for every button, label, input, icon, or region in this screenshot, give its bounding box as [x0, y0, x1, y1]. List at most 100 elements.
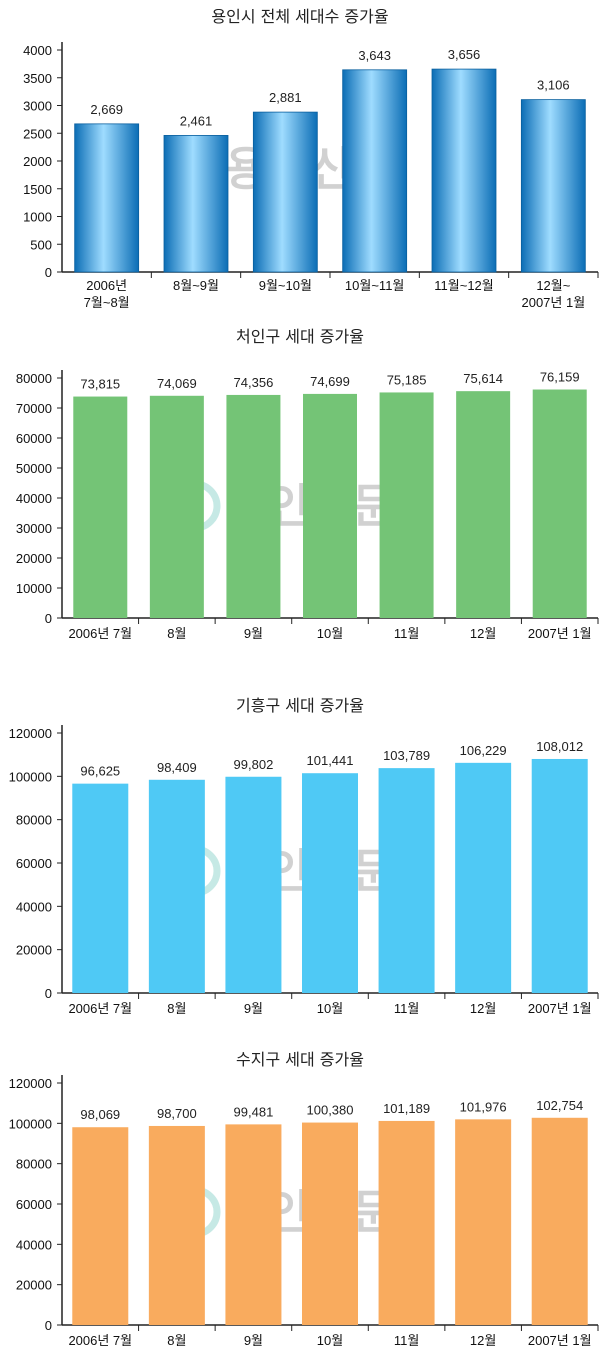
y-tick-label: 0	[45, 611, 52, 626]
bar	[163, 135, 229, 273]
y-tick-label: 2000	[23, 154, 52, 169]
chart-title: 기흥구 세대 증가율	[236, 696, 364, 715]
bar	[342, 69, 408, 273]
bar	[225, 776, 282, 993]
bar	[72, 1127, 129, 1325]
y-tick-label: 80000	[16, 1157, 52, 1172]
y-tick-label: 3000	[23, 99, 52, 114]
bar	[302, 773, 358, 993]
y-tick-label: 1500	[23, 182, 52, 197]
watermark-logo: 용인신문	[169, 844, 394, 898]
x-category-label: 8월	[167, 626, 186, 641]
data-label: 108,012	[536, 739, 583, 754]
y-tick-label: 120000	[9, 726, 52, 741]
data-label: 74,356	[234, 375, 274, 390]
y-tick-label: 3500	[23, 71, 52, 86]
bar	[252, 111, 318, 273]
y-tick-label: 4000	[23, 43, 52, 58]
data-label: 74,699	[310, 374, 350, 389]
bar	[72, 783, 129, 993]
y-tick-label: 20000	[16, 943, 52, 958]
x-category-label: 12월	[470, 626, 496, 641]
y-tick-label: 0	[45, 986, 52, 1001]
bar	[532, 389, 587, 618]
y-tick-label: 40000	[16, 491, 52, 506]
bar-chart-1: 용인시 전체 세대수 증가율용인신문0500100015002000250030…	[23, 7, 599, 310]
y-tick-label: 100000	[9, 769, 52, 784]
bar	[378, 768, 435, 993]
x-category-label: 9월	[244, 1001, 263, 1016]
y-tick-label: 100000	[9, 1116, 52, 1131]
data-label: 98,409	[157, 760, 197, 775]
x-category-label: 10월~11월	[345, 278, 404, 293]
data-label: 2,461	[180, 113, 213, 128]
data-label: 75,614	[463, 371, 503, 386]
bar-chart-2: 처인구 세대 증가율용인신문 0 10000 20000 30000 40000 50000…	[16, 327, 599, 641]
bar	[520, 99, 586, 273]
data-label: 96,625	[80, 764, 120, 779]
x-category-label: 2006년 7월~8월	[84, 278, 130, 310]
x-category-label: 11월~12월	[434, 278, 493, 293]
x-category-label: 8월~9월	[173, 278, 219, 293]
bar	[226, 394, 281, 618]
y-tick-label: 0	[45, 265, 52, 280]
x-category-label: 12월~ 2007년 1월	[521, 278, 585, 310]
bar	[378, 1120, 435, 1325]
y-tick-label: 40000	[16, 1237, 52, 1252]
y-tick-label: 80000	[16, 813, 52, 828]
y-tick-label: 120000	[9, 1076, 52, 1091]
bar	[148, 1125, 205, 1325]
y-tick-label: 70000	[16, 401, 52, 416]
bar	[531, 758, 588, 993]
y-tick-label: 20000	[16, 1278, 52, 1293]
chart-title: 처인구 세대 증가율	[236, 327, 364, 346]
y-tick-label: 60000	[16, 431, 52, 446]
watermark-logo: 용인신문	[169, 479, 394, 533]
x-category-label: 9월	[244, 1333, 263, 1348]
x-category-label: 10월	[317, 1001, 343, 1016]
x-category-label: 2006년 7월	[68, 626, 132, 641]
y-tick-label: 500	[30, 237, 52, 252]
data-label: 101,441	[307, 753, 354, 768]
bar	[148, 779, 205, 993]
x-category-label: 11월	[394, 1333, 419, 1348]
data-label: 100,380	[307, 1103, 354, 1118]
x-category-label: 2007년 1월	[528, 626, 592, 641]
bar	[303, 393, 357, 618]
data-label: 99,802	[234, 757, 274, 772]
y-tick-label: 80000	[16, 371, 52, 386]
y-tick-label: 60000	[16, 1197, 52, 1212]
x-category-label: 8월	[167, 1001, 186, 1016]
data-label: 76,159	[540, 370, 580, 385]
data-label: 75,185	[387, 372, 427, 387]
x-category-label: 10월	[317, 626, 343, 641]
data-label: 103,789	[383, 748, 430, 763]
x-category-label: 10월	[317, 1333, 343, 1348]
data-label: 74,069	[157, 376, 197, 391]
chart-title: 용인시 전체 세대수 증가율	[211, 7, 388, 26]
data-label: 3,106	[537, 78, 570, 93]
data-label: 99,481	[234, 1104, 274, 1119]
bar	[456, 391, 511, 618]
x-category-label: 8월	[167, 1333, 186, 1348]
bar	[74, 123, 140, 273]
x-category-label: 2007년 1월	[528, 1333, 592, 1348]
data-label: 2,881	[269, 90, 302, 105]
x-category-label: 9월~10월	[259, 278, 312, 293]
bar	[225, 1124, 282, 1325]
bar	[302, 1122, 358, 1325]
data-label: 102,754	[536, 1098, 583, 1113]
bar	[531, 1117, 588, 1325]
x-category-label: 12월	[470, 1001, 496, 1016]
data-label: 3,643	[358, 48, 391, 63]
data-label: 3,656	[448, 47, 481, 62]
y-tick-label: 10000	[16, 581, 52, 596]
bar-chart-3: 기흥구 세대 증가율용인신문 0 20000 40000 60000 80000 10000…	[9, 696, 599, 1016]
data-label: 2,669	[90, 102, 123, 117]
x-category-label: 11월	[394, 626, 419, 641]
data-label: 101,189	[383, 1101, 430, 1116]
y-tick-label: 50000	[16, 461, 52, 476]
data-label: 73,815	[80, 377, 120, 392]
bar-chart-4: 수지구 세대 증가율용인신문 0 20000 40000 60000 80000 10000…	[9, 1050, 599, 1348]
